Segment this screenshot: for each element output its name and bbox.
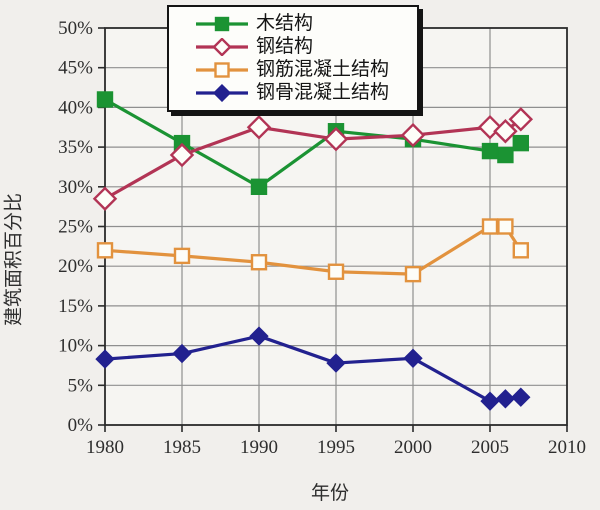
data-point-steel — [400, 122, 426, 148]
data-point-reinforced-concrete — [96, 242, 114, 259]
legend-item-reinforced-concrete: 钢筋混凝土结构 — [195, 58, 409, 81]
legend-marker-steel-concrete — [196, 83, 248, 102]
legend-marker-wood — [196, 16, 248, 31]
x-axis-title: 年份 — [310, 483, 349, 504]
data-point-reinforced-concrete — [497, 218, 514, 235]
x-tick-label: 2000 — [394, 437, 432, 458]
x-tick-label: 1985 — [163, 437, 201, 458]
series-markers — [92, 91, 534, 411]
data-point-wood — [250, 178, 268, 196]
data-point-steel-concrete — [95, 349, 115, 369]
chart-legend: 木结构 钢结构 钢筋混凝土结构 钢骨混凝土结构 — [167, 5, 419, 112]
data-point-wood — [481, 142, 499, 160]
legend-label-steel-concrete: 钢骨混凝土结构 — [256, 82, 390, 103]
data-point-wood — [512, 134, 529, 152]
data-point-reinforced-concrete — [327, 263, 345, 280]
legend-label-wood: 木结构 — [256, 13, 314, 34]
legend-marker-glyph — [214, 16, 230, 31]
data-point-steel-concrete — [326, 353, 346, 373]
data-point-steel-concrete — [172, 343, 192, 364]
y-tick-label: 35% — [58, 137, 93, 158]
y-axis-title: 建筑面积百分比 — [3, 193, 25, 327]
legend-marker-reinforced-concrete — [196, 61, 248, 78]
x-tick-label: 2005 — [471, 437, 509, 458]
y-tick-label: 40% — [58, 97, 93, 118]
x-tick-label: 1990 — [240, 437, 278, 458]
data-point-steel — [92, 186, 118, 211]
data-point-wood — [497, 146, 514, 164]
y-tick-label: 0% — [68, 415, 94, 436]
y-tick-label: 45% — [58, 58, 93, 79]
data-point-steel — [508, 107, 534, 132]
legend-label-reinforced-concrete: 钢筋混凝土结构 — [256, 59, 390, 80]
series-markers-steel — [92, 107, 534, 211]
data-point-steel — [323, 126, 349, 152]
legend-label-steel: 钢结构 — [256, 36, 314, 57]
legend-item-steel: 钢结构 — [195, 35, 409, 58]
data-point-reinforced-concrete — [481, 218, 499, 235]
data-point-steel — [169, 142, 195, 168]
series-markers-steel-concrete — [95, 326, 531, 411]
legend-marker-glyph — [212, 83, 232, 102]
legend-item-steel-concrete: 钢骨混凝土结构 — [195, 81, 409, 104]
data-point-reinforced-concrete — [404, 265, 422, 283]
y-tick-label: 15% — [58, 296, 93, 317]
legend-marker-glyph — [212, 37, 232, 56]
data-point-steel-concrete — [249, 326, 269, 346]
y-tick-label: 10% — [58, 336, 93, 357]
legend-marker-steel — [196, 37, 248, 56]
data-point-reinforced-concrete — [250, 254, 268, 271]
x-tick-label: 1980 — [86, 437, 124, 458]
data-point-reinforced-concrete — [512, 242, 529, 259]
legend-item-wood: 木结构 — [195, 12, 409, 35]
data-point-wood — [96, 91, 114, 108]
x-tick-label: 2010 — [548, 437, 586, 458]
x-tick-labels: 1980 1985 1990 1995 2000 2005 2010 — [86, 437, 586, 458]
data-point-steel-concrete — [511, 387, 531, 407]
y-tick-label: 50% — [58, 18, 93, 39]
y-tick-label: 25% — [58, 217, 93, 238]
y-tick-label: 5% — [68, 375, 94, 396]
data-point-steel-concrete — [403, 348, 423, 368]
y-tick-label: 30% — [58, 177, 93, 198]
data-point-steel-concrete — [495, 389, 516, 409]
data-point-steel-concrete — [480, 391, 500, 411]
y-tick-labels: 0% 5% 10% 15% 20% 25% 30% 35% 40% 45% 50% — [58, 18, 93, 436]
series-markers-reinforced-concrete — [96, 218, 529, 283]
data-point-steel — [246, 115, 272, 140]
data-point-reinforced-concrete — [173, 247, 191, 265]
x-tick-label: 1995 — [317, 437, 355, 458]
data-point-steel — [493, 118, 518, 144]
y-tick-label: 20% — [58, 256, 93, 277]
legend-marker-glyph — [214, 61, 230, 78]
axis-ticks — [98, 27, 568, 432]
